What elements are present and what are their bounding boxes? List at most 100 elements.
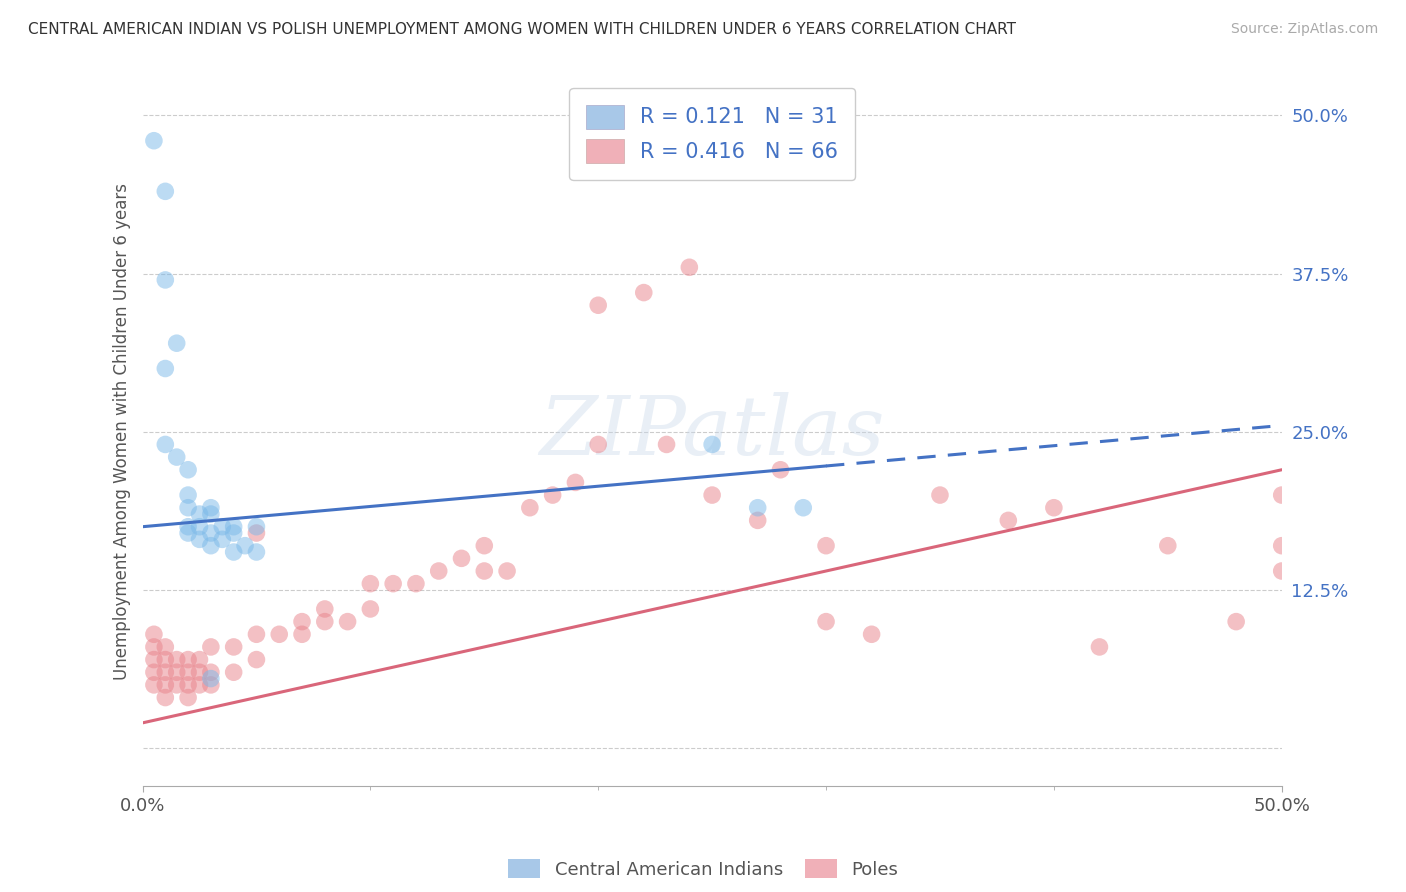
Point <box>155 665 177 680</box>
Point <box>177 463 200 477</box>
Point <box>815 539 838 553</box>
Point <box>245 545 267 559</box>
Point <box>222 545 245 559</box>
Point <box>245 652 267 666</box>
Point <box>1225 615 1247 629</box>
Point <box>155 273 177 287</box>
Point <box>815 615 838 629</box>
Point <box>166 450 188 464</box>
Text: ZIPatlas: ZIPatlas <box>540 392 884 472</box>
Point <box>269 627 291 641</box>
Point <box>188 533 211 547</box>
Point <box>155 690 177 705</box>
Point <box>200 500 222 515</box>
Point <box>450 551 472 566</box>
Point <box>155 678 177 692</box>
Point <box>1271 488 1294 502</box>
Point <box>245 519 267 533</box>
Point <box>177 519 200 533</box>
Point <box>155 437 177 451</box>
Text: Source: ZipAtlas.com: Source: ZipAtlas.com <box>1230 22 1378 37</box>
Point <box>166 678 188 692</box>
Point <box>222 640 245 654</box>
Point <box>200 640 222 654</box>
Point <box>211 533 233 547</box>
Point <box>769 463 792 477</box>
Point <box>382 576 405 591</box>
Point <box>188 519 211 533</box>
Point <box>678 260 700 275</box>
Point <box>166 652 188 666</box>
Point <box>200 539 222 553</box>
Point <box>222 519 245 533</box>
Point <box>564 475 586 490</box>
Point <box>166 665 188 680</box>
Point <box>142 678 165 692</box>
Point <box>586 437 609 451</box>
Point <box>188 507 211 521</box>
Point <box>177 652 200 666</box>
Point <box>200 672 222 686</box>
Point <box>472 564 495 578</box>
Point <box>222 526 245 541</box>
Point <box>155 185 177 199</box>
Point <box>142 652 165 666</box>
Text: CENTRAL AMERICAN INDIAN VS POLISH UNEMPLOYMENT AMONG WOMEN WITH CHILDREN UNDER 6: CENTRAL AMERICAN INDIAN VS POLISH UNEMPL… <box>28 22 1017 37</box>
Point <box>142 627 165 641</box>
Point <box>155 640 177 654</box>
Point <box>427 564 450 578</box>
Point <box>700 488 723 502</box>
Point <box>200 678 222 692</box>
Point <box>633 285 655 300</box>
Point <box>188 665 211 680</box>
Point <box>222 665 245 680</box>
Point <box>336 615 359 629</box>
Point <box>200 507 222 521</box>
Point <box>177 500 200 515</box>
Point <box>142 665 165 680</box>
Point <box>166 336 188 351</box>
Point <box>200 526 222 541</box>
Point <box>1043 500 1066 515</box>
Point <box>211 519 233 533</box>
Point <box>997 513 1019 527</box>
Point <box>142 640 165 654</box>
Point <box>177 665 200 680</box>
Point <box>155 652 177 666</box>
Point <box>405 576 427 591</box>
Point <box>177 526 200 541</box>
Point <box>200 665 222 680</box>
Point <box>314 602 336 616</box>
Point <box>541 488 564 502</box>
Point <box>188 652 211 666</box>
Legend: R = 0.121   N = 31, R = 0.416   N = 66: R = 0.121 N = 31, R = 0.416 N = 66 <box>569 87 855 179</box>
Point <box>1088 640 1111 654</box>
Point <box>314 615 336 629</box>
Point <box>496 564 519 578</box>
Point <box>188 678 211 692</box>
Point <box>1157 539 1180 553</box>
Point <box>655 437 678 451</box>
Point <box>747 500 769 515</box>
Point <box>142 134 165 148</box>
Point <box>233 539 256 553</box>
Point <box>245 526 267 541</box>
Point <box>586 298 609 312</box>
Point <box>1271 539 1294 553</box>
Point <box>359 602 381 616</box>
Point <box>291 615 314 629</box>
Y-axis label: Unemployment Among Women with Children Under 6 years: Unemployment Among Women with Children U… <box>114 183 131 681</box>
Point <box>747 513 769 527</box>
Point <box>177 488 200 502</box>
Point <box>472 539 495 553</box>
Point <box>177 678 200 692</box>
Point <box>1271 564 1294 578</box>
Point <box>860 627 883 641</box>
Point <box>291 627 314 641</box>
Point <box>245 627 267 641</box>
Point <box>177 690 200 705</box>
Legend: Central American Indians, Poles: Central American Indians, Poles <box>508 859 898 879</box>
Point <box>519 500 541 515</box>
Point <box>929 488 952 502</box>
Point <box>792 500 814 515</box>
